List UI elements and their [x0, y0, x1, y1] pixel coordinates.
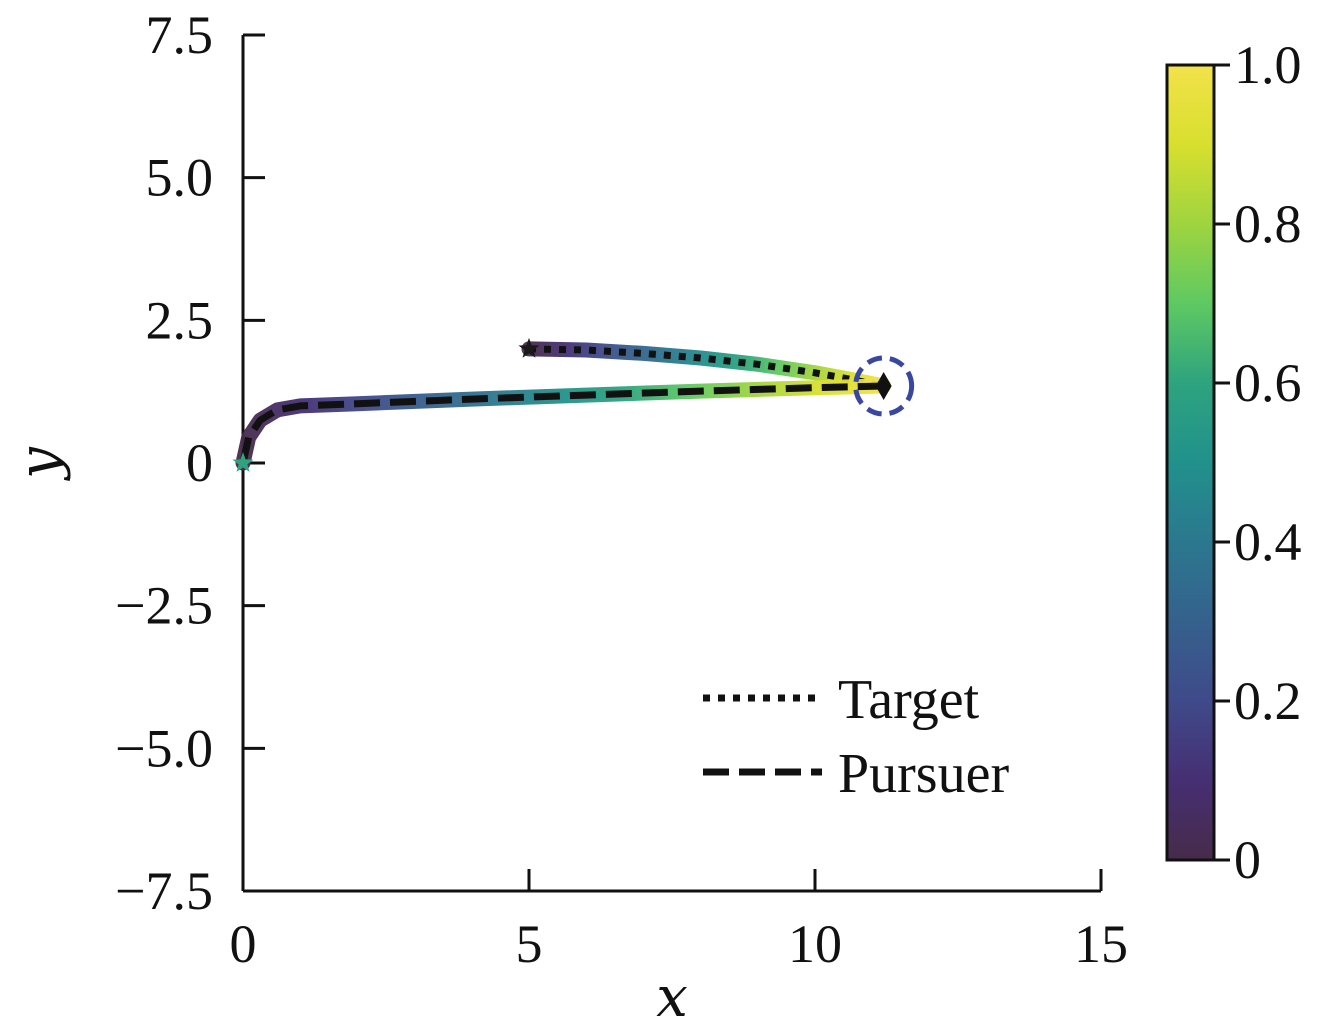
colorbar-tick-label: 1.0	[1234, 35, 1302, 95]
colorbar-gradient	[1165, 63, 1216, 862]
x-tick-label: 10	[788, 914, 842, 974]
colorbar-ticks: 0 0.2 0.4 0.6 0.8 1.0	[1214, 35, 1302, 890]
legend: Target Pursuer	[703, 669, 1009, 805]
legend-label-target: Target	[838, 669, 980, 731]
plot-area: −7.5 −5.0 −2.5 0 2.5 5.0 7.5 0 5 10 15	[115, 5, 1128, 974]
y-tick-label: 7.5	[146, 5, 214, 65]
capture-circle	[853, 355, 915, 417]
pursuer-color-trail	[235, 378, 892, 471]
x-axis-ticks: 0 5 10 15	[230, 869, 1128, 974]
series-layer	[232, 337, 915, 472]
y-tick-label: 5.0	[146, 148, 214, 208]
y-axis-ticks: −7.5 −5.0 −2.5 0 2.5 5.0 7.5	[115, 5, 265, 921]
target-start-marker	[518, 337, 540, 358]
y-tick-label: 2.5	[146, 290, 214, 350]
y-tick-label: −7.5	[115, 861, 213, 921]
end-diamond-marker	[875, 371, 892, 400]
colorbar-tick-label: 0.6	[1234, 353, 1302, 413]
colorbar-tick-label: 0	[1234, 830, 1261, 890]
y-tick-label: −5.0	[115, 718, 213, 778]
colorbar-tick-label: 0.4	[1234, 512, 1302, 572]
pursuer-line	[239, 382, 884, 464]
colorbar: 0 0.2 0.4 0.6 0.8 1.0	[1165, 35, 1302, 890]
y-tick-label: 0	[186, 433, 213, 493]
legend-label-pursuer: Pursuer	[838, 743, 1009, 805]
y-axis-title: y	[7, 446, 72, 482]
x-tick-label: 15	[1074, 914, 1128, 974]
x-axis-title: x	[656, 965, 688, 1028]
y-tick-label: −2.5	[115, 576, 213, 636]
colorbar-tick-label: 0.2	[1234, 671, 1302, 731]
x-tick-label: 5	[516, 914, 543, 974]
x-tick-label: 0	[230, 914, 257, 974]
colorbar-tick-label: 0.8	[1234, 194, 1302, 254]
pursuer-start-marker	[232, 452, 254, 472]
target-line	[528, 345, 885, 390]
